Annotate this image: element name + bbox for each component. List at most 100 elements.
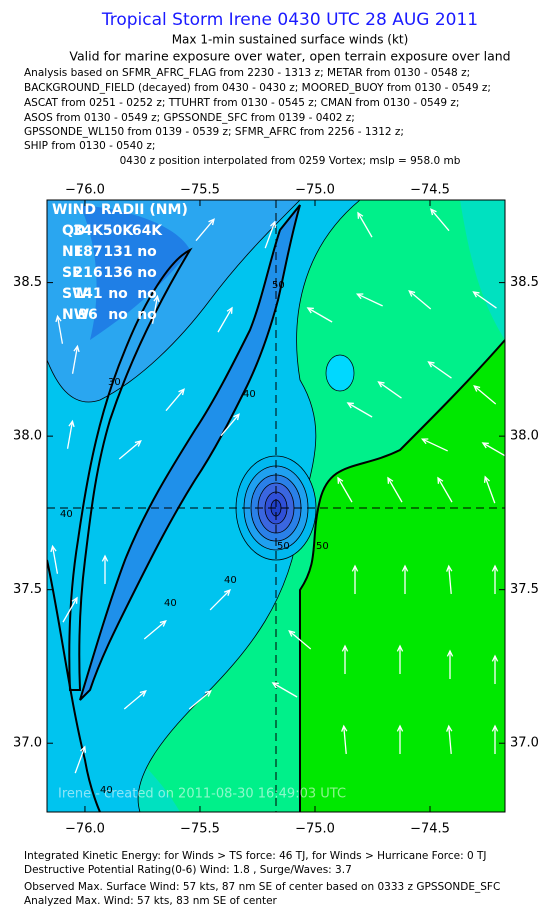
- wind-arrow-head: [427, 361, 435, 368]
- wind-arrow-head: [306, 307, 314, 314]
- map-frame: [46, 199, 506, 813]
- wind-radii-cell: 187: [73, 244, 102, 260]
- subtitle: Max 1-min sustained surface winds (kt): [172, 33, 409, 47]
- wind-arrow-head: [341, 644, 349, 652]
- footer-line: Integrated Kinetic Energy: for Winds > T…: [24, 850, 486, 862]
- wind-arrow: [484, 476, 496, 504]
- wind-arrow: [123, 690, 147, 710]
- wind-arrow: [378, 381, 402, 399]
- analysis-line: GPSSONDE_WL150 from 0139 - 0539 z; SFMR_…: [24, 126, 404, 138]
- wind-arrow-head: [351, 564, 359, 572]
- wind-radii-cell: 64K: [132, 223, 163, 239]
- y-tick-label: 38.0: [13, 429, 42, 444]
- wind-arrow: [217, 307, 233, 333]
- wind-radii-cell: 50K: [103, 223, 134, 239]
- wind-arrow-head: [233, 413, 240, 421]
- wind-arrow-head: [491, 564, 499, 572]
- wind-radii-cell: no: [137, 265, 157, 281]
- y-tick-label: 37.5: [13, 582, 42, 597]
- wind-arrow-head: [134, 440, 142, 447]
- y-tick-label: 38.5: [13, 275, 42, 290]
- contour-label: 50: [272, 280, 285, 291]
- wind-arrow: [71, 346, 79, 374]
- wind-arrow: [387, 477, 403, 503]
- contour-label: 50: [277, 541, 290, 552]
- title: Tropical Storm Irene 0430 UTC 28 AUG 201…: [101, 10, 478, 30]
- coastline: [47, 559, 101, 812]
- wind-radii-cell: NE: [62, 244, 83, 260]
- wind-arrow-head: [337, 476, 344, 484]
- wind-arrow: [448, 725, 452, 755]
- field-zone-high: [300, 340, 505, 812]
- analysis-line: SHIP from 0130 - 0540 z;: [24, 140, 155, 152]
- wind-arrow: [62, 597, 78, 623]
- wind-arrow: [482, 442, 505, 457]
- validity: Valid for marine exposure over water, op…: [69, 49, 510, 64]
- x-tick-label: −75.5: [180, 183, 220, 198]
- wind-arrow: [209, 589, 231, 611]
- wind-arrow-head: [139, 690, 147, 697]
- wind-arrow-head: [473, 385, 481, 392]
- contour-closed: [325, 354, 355, 392]
- footer-line: Analyzed Max. Wind: 57 kts, 83 nm SE of …: [24, 895, 278, 907]
- wind-arrow: [66, 421, 74, 449]
- contour-label: 40: [60, 509, 73, 520]
- wind-radii-cell: 136: [103, 265, 132, 281]
- wind-field: [47, 200, 505, 812]
- axes: −76.0 −76.0 −75.5 −75.5 −75.0 −75.0 −74.5 −74.5…: [13, 183, 539, 837]
- wind-arrow: [437, 477, 453, 503]
- wind-arrow-head: [387, 476, 394, 484]
- wind-arrow: [288, 630, 312, 650]
- wind-arrow: [56, 316, 64, 344]
- wind-arrow-head: [446, 649, 454, 657]
- x-tick-label: −74.5: [410, 183, 450, 198]
- wind-radii-cell: 96: [78, 307, 97, 323]
- wind-arrow: [343, 725, 347, 755]
- wind-arrow: [220, 413, 240, 437]
- wind-arrow: [473, 385, 497, 405]
- wind-arrow-head: [446, 564, 453, 572]
- wind-arrow-head: [396, 644, 404, 652]
- y-tick-label: 38.5: [510, 275, 539, 290]
- wind-arrow-head: [80, 745, 87, 753]
- wind-arrow-head: [224, 589, 231, 596]
- wind-arrow-head: [341, 724, 348, 732]
- wind-arrow-head: [346, 402, 354, 409]
- wind-arrow-head: [430, 208, 437, 216]
- wind-arrow-head: [71, 596, 78, 604]
- wind-arrow: [422, 438, 448, 452]
- y-tick-label: 37.0: [13, 736, 42, 751]
- wind-arrow-head: [159, 620, 167, 627]
- wind-arrows: [50, 208, 505, 774]
- wind-arrow-head: [357, 211, 364, 219]
- wind-arrow-head: [401, 564, 409, 572]
- wind-radii-cell: SE: [62, 265, 82, 281]
- wind-arrow-head: [472, 291, 480, 298]
- analysis-line: ASCAT from 0251 - 0252 z; TTUHRT from 01…: [24, 97, 459, 109]
- wind-arrow: [337, 477, 353, 503]
- contour-30: [47, 200, 301, 403]
- wind-arrow: [357, 293, 383, 307]
- contour-label: 40: [164, 598, 177, 609]
- wind-arrow-head: [446, 724, 453, 732]
- wind-arrow-head: [208, 218, 215, 226]
- analysis-line: ASOS from 0130 - 0549 z; GPSSONDE_SFC fr…: [24, 112, 355, 124]
- contour-label: 40: [243, 389, 256, 400]
- footer-line: Destructive Potential Rating(0-6) Wind: …: [24, 864, 352, 876]
- wind-radii-cell: no: [108, 307, 128, 323]
- wind-arrow: [428, 361, 452, 379]
- wind-arrow-head: [491, 724, 499, 732]
- wind-radii-cell: QD: [62, 223, 86, 239]
- x-tick-label: −75.0: [295, 822, 335, 837]
- wind-arrow: [264, 221, 276, 249]
- wind-arrow: [357, 212, 373, 238]
- wind-arrow: [347, 402, 373, 418]
- wind-arrow: [74, 746, 86, 774]
- wind-arrow: [188, 690, 212, 710]
- contour-50: [299, 339, 505, 812]
- wind-arrow-head: [50, 544, 57, 553]
- wind-arrow: [51, 546, 59, 574]
